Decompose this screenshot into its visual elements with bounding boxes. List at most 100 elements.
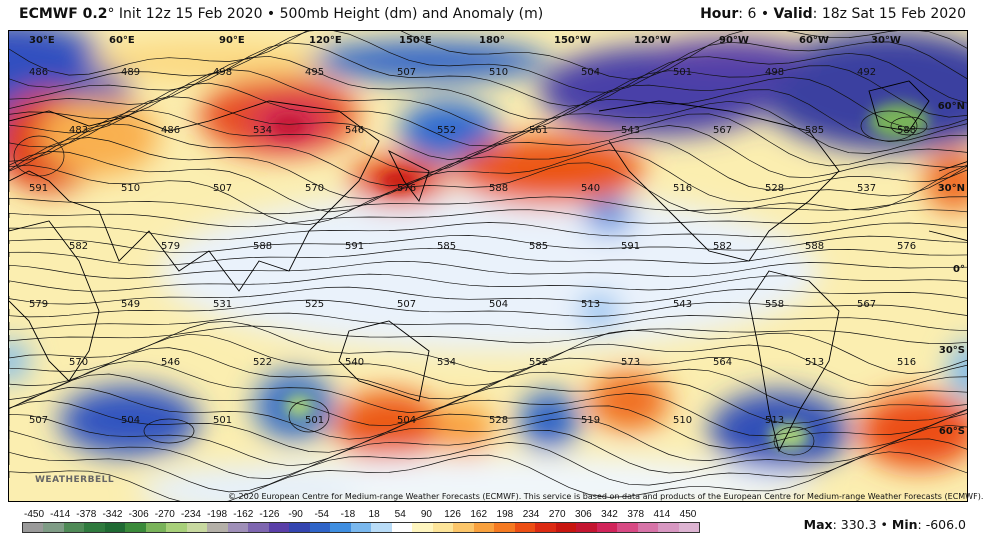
colorbar-swatch <box>248 523 269 532</box>
contour-label: 507 <box>213 183 232 194</box>
contour-label: 567 <box>857 299 876 310</box>
height-contour <box>9 312 967 332</box>
contour-label: 591 <box>29 183 48 194</box>
anomaly-region <box>924 151 967 211</box>
contour-label: 531 <box>213 299 232 310</box>
colorbar-tick-label: 198 <box>496 509 514 520</box>
contour-label: 519 <box>581 415 600 426</box>
closed-contour <box>288 399 330 433</box>
map-title: ECMWF 0.2° Init 12z 15 Feb 2020 • 500mb … <box>19 6 543 22</box>
coastline <box>9 100 380 292</box>
contour-label: 573 <box>621 357 640 368</box>
colorbar-tick-label: 126 <box>444 509 461 520</box>
height-contour <box>9 31 967 93</box>
coastline <box>338 320 430 402</box>
longitude-label: 150°W <box>554 35 591 46</box>
anomaly-region <box>9 341 29 381</box>
coastline <box>598 100 840 262</box>
colorbar-swatch <box>166 523 187 532</box>
weather-map[interactable]: 486 489 498 495 507 510 504 501 498 492 483 486 534 5… <box>8 30 968 502</box>
min-label: Min <box>891 517 918 532</box>
longitude-label: 60°E <box>109 35 135 46</box>
contour-label: 564 <box>713 357 732 368</box>
anomaly-region <box>59 386 199 456</box>
valid-value: : 18z Sat 15 Feb 2020 <box>812 6 966 22</box>
colorbar-tick-label: 270 <box>548 509 566 520</box>
copyright-notice: © 2020 European Centre for Medium-range … <box>228 492 984 501</box>
valid-label: Valid <box>773 6 813 22</box>
contour-label: 510 <box>673 415 692 426</box>
contour-label: 579 <box>161 241 180 252</box>
colorbar-swatch <box>268 523 290 532</box>
contour-label: 540 <box>345 357 364 368</box>
colorbar-tick-label: -126 <box>259 509 280 520</box>
resolution-degree: ° <box>107 6 115 22</box>
height-contour <box>9 286 967 305</box>
contour-label: 504 <box>397 415 416 426</box>
colorbar-swatch <box>514 523 536 532</box>
longitude-label: 180° <box>479 35 505 46</box>
height-contour <box>9 299 967 318</box>
contour-label: 570 <box>305 183 324 194</box>
colorbar-swatch <box>473 523 495 532</box>
height-contour <box>9 209 967 228</box>
contour-label: 558 <box>765 299 784 310</box>
colorbar-tick-label: -414 <box>50 509 71 520</box>
anomaly-colorbar <box>22 522 700 533</box>
height-contour <box>9 424 967 479</box>
contour-label: 507 <box>397 67 416 78</box>
colorbar-swatch <box>371 523 392 532</box>
height-contour <box>9 82 967 147</box>
contour-label: 513 <box>805 357 824 368</box>
contour-label: 570 <box>69 357 88 368</box>
contour-label: 498 <box>213 67 232 78</box>
contour-label: 489 <box>121 67 140 78</box>
contour-label: 585 <box>529 241 548 252</box>
anomaly-region <box>584 198 634 234</box>
longitude-label: 150°E <box>399 35 432 46</box>
contour-label: 513 <box>765 415 784 426</box>
contour-label: 504 <box>121 415 140 426</box>
model-name: ECMWF 0.2 <box>19 6 108 22</box>
colorbar-swatch <box>43 523 64 532</box>
contour-label: 510 <box>489 67 508 78</box>
contour-label: 585 <box>437 241 456 252</box>
colorbar-ticks: -450 -414 -378 -342 -306 -270 -234 -198 -162 -126… <box>22 509 700 521</box>
contour-label: 543 <box>621 125 640 136</box>
contour-label: 582 <box>713 241 732 252</box>
height-contour <box>9 413 967 467</box>
height-contour <box>9 222 967 241</box>
height-contour <box>9 438 967 493</box>
hour-label: Hour <box>700 6 739 22</box>
height-contour <box>9 149 967 213</box>
colorbar-tick-label: -306 <box>128 509 149 520</box>
colorbar-swatch <box>678 523 699 532</box>
colorbar-tick-label: -342 <box>102 509 123 520</box>
colorbar-swatch <box>63 523 85 532</box>
colorbar-swatch <box>658 523 679 532</box>
colorbar-tick-label: -54 <box>314 509 329 520</box>
contour-label: 582 <box>69 241 88 252</box>
contour-label: 528 <box>489 415 508 426</box>
colorbar-swatch <box>330 523 351 532</box>
colorbar-tick-label: -90 <box>288 509 303 520</box>
longitude-label: 120°W <box>634 35 671 46</box>
contour-label: 546 <box>345 125 364 136</box>
anomaly-region <box>399 101 499 161</box>
height-contour <box>9 69 967 134</box>
contour-label: 525 <box>305 299 324 310</box>
contour-label: 543 <box>673 299 692 310</box>
contour-label: 588 <box>253 241 272 252</box>
colorbar-swatch <box>494 523 515 532</box>
colorbar-tick-label: -234 <box>180 509 201 520</box>
contour-label: 588 <box>489 183 508 194</box>
height-contour <box>9 96 967 160</box>
height-contour <box>9 109 967 173</box>
height-contour <box>9 451 967 501</box>
colorbar-swatch <box>207 523 228 532</box>
colorbar-swatch <box>535 523 556 532</box>
height-contour <box>9 273 967 292</box>
contour-label: 576 <box>397 183 416 194</box>
longitude-label: 90°W <box>719 35 749 46</box>
contour-label: 501 <box>673 67 692 78</box>
